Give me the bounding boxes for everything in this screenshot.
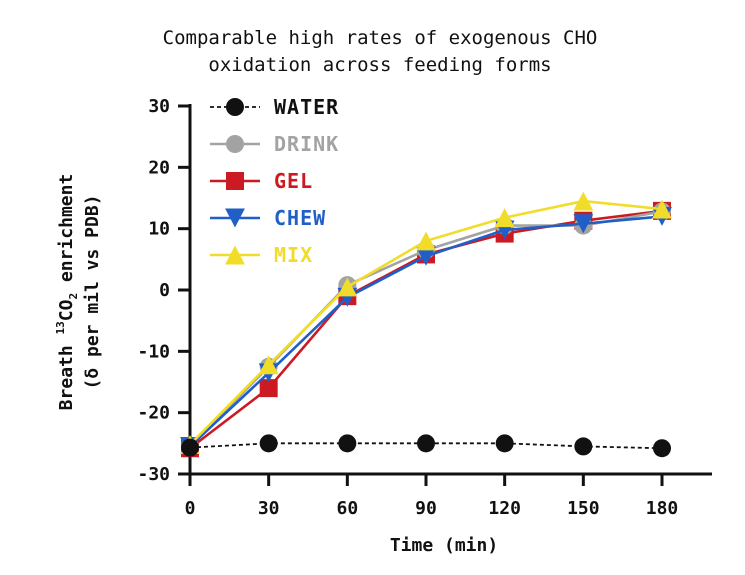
y-tick-label: -30 (137, 464, 170, 485)
y-label-prefix: Breath (56, 334, 77, 410)
legend-label: DRINK (274, 132, 339, 156)
legend-item-chew: CHEW (210, 206, 326, 230)
y-axis-label-line-2: (δ per mil vs PDB) (82, 194, 103, 389)
chart-title-line-2: oxidation across feeding forms (208, 54, 551, 76)
y-tick-label: 10 (148, 219, 170, 240)
data-point-mix (494, 208, 515, 228)
legend-marker (225, 245, 245, 265)
data-point-mix (573, 191, 594, 211)
y-tick-label: -10 (137, 341, 170, 362)
x-tick-label: 150 (567, 498, 600, 519)
legend-marker (226, 98, 244, 116)
legend-marker (226, 135, 244, 153)
x-tick-label: 120 (488, 498, 521, 519)
y-ticks: -30 -20 -10 0 10 20 30 (137, 96, 190, 485)
data-point-mix (416, 231, 436, 251)
x-tick-label: 180 (646, 498, 679, 519)
legend-marker (225, 208, 245, 228)
y-label-co: CO (56, 299, 77, 321)
data-point-mix (258, 355, 279, 375)
series-mix (180, 191, 672, 455)
y-axis-label-line-1: Breath 13CO2 enrichment (54, 174, 80, 411)
y-label-suffix: enrichment (56, 174, 77, 293)
y-tick-label: 20 (148, 157, 170, 178)
data-point-mix (652, 199, 672, 219)
legend-item-gel: GEL (210, 169, 313, 193)
data-point-gel (259, 379, 278, 398)
series-layer (180, 191, 672, 458)
data-point-water (259, 434, 278, 453)
legend-label: CHEW (274, 206, 326, 230)
legend-item-water: WATER (210, 95, 339, 119)
y-axis-label: Breath 13CO2 enrichment (δ per mil vs PD… (54, 174, 103, 411)
legend-label: GEL (274, 169, 313, 193)
y-tick-label: 30 (148, 96, 170, 117)
y-tick-label: -20 (137, 403, 170, 424)
x-axis-label: Time (min) (390, 535, 498, 556)
x-tick-label: 90 (415, 498, 437, 519)
data-point-water (653, 439, 671, 458)
y-label-superscript: 13 (54, 321, 67, 334)
chart-title-line-1: Comparable high rates of exogenous CHO (163, 27, 598, 49)
x-ticks: 0 30 60 90 120 150 180 (185, 474, 679, 519)
data-point-water (574, 437, 593, 456)
y-tick-label: 0 (159, 280, 170, 301)
data-point-water (181, 438, 199, 457)
series-water (181, 434, 671, 458)
data-point-chew (573, 214, 594, 234)
legend-label: WATER (274, 95, 339, 119)
x-tick-label: 30 (258, 498, 280, 519)
data-point-water (417, 434, 435, 453)
legend-item-mix: MIX (210, 243, 313, 267)
legend-item-drink: DRINK (210, 132, 339, 156)
y-label-subscript: 2 (67, 293, 80, 300)
legend: WATER DRINK GEL CHEW MIX (210, 95, 339, 267)
data-point-water (495, 434, 514, 453)
x-tick-label: 0 (185, 498, 196, 519)
legend-marker (226, 172, 244, 190)
data-point-chew (416, 246, 436, 266)
x-tick-label: 60 (336, 498, 358, 519)
legend-label: MIX (274, 243, 313, 267)
data-point-water (338, 434, 357, 453)
data-point-mix (337, 277, 358, 297)
